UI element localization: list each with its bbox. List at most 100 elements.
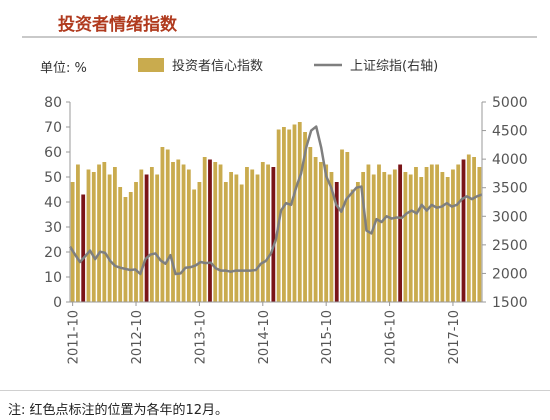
confidence-bar [340, 149, 344, 302]
confidence-bar [477, 167, 482, 302]
confidence-bar [165, 149, 170, 302]
confidence-bar [155, 174, 160, 302]
confidence-bar [91, 172, 96, 302]
confidence-bar [424, 167, 429, 302]
confidence-bar [451, 169, 455, 302]
index-line [68, 125, 483, 276]
confidence-bar [223, 182, 228, 302]
confidence-bar [113, 167, 117, 302]
december-bar [398, 164, 403, 302]
legend-bar-swatch [138, 58, 164, 72]
confidence-bar [361, 172, 366, 302]
legend-line-label: 上证综指(右轴) [350, 59, 438, 74]
confidence-bar [213, 162, 218, 302]
confidence-bar [239, 184, 244, 302]
confidence-bar [149, 167, 154, 302]
confidence-bar [192, 189, 197, 302]
confidence-bar [134, 182, 138, 302]
confidence-bar [97, 164, 101, 302]
y-left-tick-label: 20 [44, 245, 62, 261]
confidence-bar [350, 189, 355, 302]
confidence-bar [297, 122, 302, 302]
confidence-bar [186, 169, 191, 302]
confidence-bar [282, 127, 286, 302]
confidence-bar [382, 172, 387, 302]
confidence-bar [255, 174, 260, 302]
confidence-bar [266, 164, 270, 302]
y-left-tick-label: 0 [53, 295, 62, 311]
confidence-bar [218, 164, 223, 302]
confidence-bar [250, 169, 255, 302]
confidence-bar [419, 177, 424, 302]
x-tick-label: 2011-10 [67, 310, 82, 364]
title-divider [22, 36, 537, 38]
confidence-bar [308, 147, 313, 302]
confidence-bar [229, 172, 233, 302]
confidence-bar [181, 164, 186, 302]
x-tick-label: 2016-10 [384, 310, 399, 364]
december-bar [461, 159, 466, 302]
confidence-bar [86, 169, 91, 302]
confidence-bar [292, 124, 297, 302]
december-bar [334, 182, 339, 302]
x-tick-label: 2017-10 [447, 310, 462, 364]
confidence-bar [366, 164, 371, 302]
confidence-bar [387, 174, 392, 302]
page-title: 投资者情绪指数 [58, 15, 177, 35]
y-left-tick-label: 70 [44, 120, 62, 136]
y-left-tick-label: 10 [44, 270, 62, 286]
y-left-tick-label: 40 [44, 195, 62, 211]
y-right-tick-label: 4500 [492, 124, 528, 140]
confidence-bar [313, 157, 318, 302]
confidence-bar [435, 164, 439, 302]
december-bar [144, 174, 149, 302]
confidence-bar [355, 182, 360, 302]
confidence-bar [76, 164, 80, 302]
december-bar [208, 159, 212, 302]
x-tick-label: 2013-10 [193, 310, 208, 364]
y-right-tick-label: 2500 [492, 238, 528, 254]
confidence-bar [440, 172, 445, 302]
confidence-bar [287, 129, 292, 302]
y-right-tick-label: 3500 [492, 181, 528, 197]
confidence-bar [456, 164, 461, 302]
y-left-tick-label: 60 [44, 145, 62, 161]
confidence-bar [429, 164, 434, 302]
confidence-bar [319, 162, 323, 302]
y-right-tick-label: 5000 [492, 95, 528, 111]
confidence-bar [329, 172, 334, 302]
confidence-bar [466, 154, 471, 302]
confidence-bar [303, 132, 307, 302]
footnote-divider [0, 390, 550, 391]
confidence-bar [414, 167, 418, 302]
confidence-bar [408, 174, 413, 302]
y-right-tick-label: 4000 [492, 152, 528, 168]
confidence-bar [472, 157, 476, 302]
confidence-bar [234, 174, 239, 302]
confidence-bar [392, 169, 397, 302]
legend-bar-label: 投资者信心指数 [172, 58, 263, 74]
confidence-bar [403, 172, 408, 302]
y-right-tick-label: 3000 [492, 209, 528, 225]
confidence-bar [107, 174, 112, 302]
confidence-bar [128, 192, 133, 302]
y-right-tick-label: 2000 [492, 266, 528, 282]
confidence-bar [102, 162, 107, 302]
confidence-bar [160, 147, 165, 302]
confidence-bar [197, 182, 202, 302]
confidence-bar [118, 187, 123, 302]
footnote: 注: 红色点标注的位置为各年的12月。 [8, 403, 229, 418]
confidence-bar [345, 152, 350, 302]
y-left-tick-label: 50 [44, 170, 62, 186]
confidence-bar [445, 177, 450, 302]
chart: 投资者信心指数 上证综指(右轴) 0 10 20 30 40 50 60 70 80 1500 2000… [44, 58, 528, 364]
confidence-bar [276, 129, 281, 302]
y-right-tick-label: 1500 [492, 295, 528, 311]
confidence-bar [176, 159, 181, 302]
confidence-bar [171, 162, 175, 302]
unit-label: 单位: % [40, 61, 87, 76]
confidence-bar [70, 182, 75, 302]
december-bar [271, 167, 276, 302]
x-tick-label: 2012-10 [130, 310, 145, 364]
confidence-bar [139, 169, 144, 302]
